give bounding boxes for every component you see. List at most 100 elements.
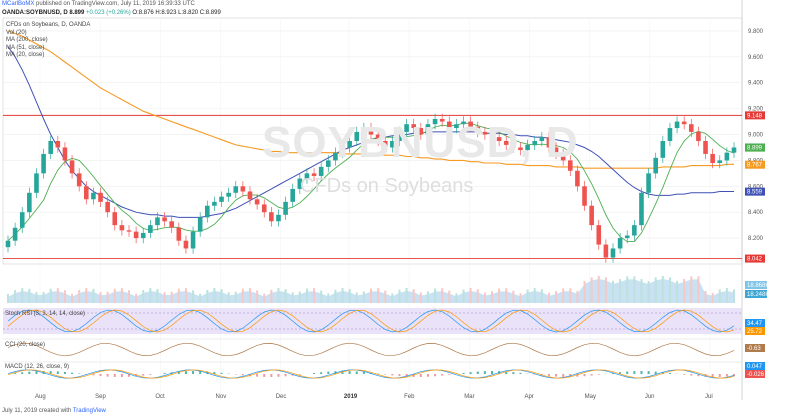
volume-bar [583, 281, 586, 303]
candle-body [660, 141, 666, 158]
stoch-band [3, 308, 742, 334]
macd-histogram-bar [633, 371, 636, 374]
volume-bar [405, 288, 408, 303]
volume-tag-label: 18.868K [747, 283, 769, 289]
price-tag [745, 187, 765, 196]
footer-created: created with [38, 408, 72, 414]
volume-bar [725, 288, 728, 303]
price-tag-label: 9.148 [747, 113, 763, 119]
price-tag [745, 111, 765, 120]
legend-item-ma20[interactable]: MA (20, close) [6, 52, 45, 59]
volume-bar [305, 288, 308, 303]
volume-bar [633, 276, 636, 303]
tradingview-logo[interactable]: TradingView [72, 408, 106, 414]
macd-histogram-bar [654, 371, 657, 374]
volume-bar [334, 289, 337, 303]
volume-bar [355, 292, 358, 303]
volume-bar [640, 278, 643, 303]
volume-bar [661, 276, 664, 303]
macd-histogram-bar [327, 371, 330, 374]
candle-body [688, 124, 694, 132]
publish-info: published on TradingView.com, July 11, 2… [36, 1, 195, 7]
candle-body [290, 188, 296, 202]
volume-bar [398, 289, 401, 303]
legend-item-ma51[interactable]: MA (51, close) [6, 44, 45, 51]
macd-histogram-bar [184, 371, 187, 374]
candle-body [41, 153, 46, 174]
candle-body [34, 173, 39, 193]
volume-bar [690, 276, 693, 303]
volume-tag [745, 290, 767, 298]
x-tick-label: May [585, 394, 596, 400]
y-tick-label: 9.400 [748, 81, 764, 87]
macd-histogram-bar [213, 372, 216, 374]
volume-bar [362, 291, 365, 303]
macd-histogram-bar [391, 374, 394, 376]
volume-bar [547, 292, 550, 303]
volume-bar [199, 293, 202, 303]
macd-histogram-bar [35, 371, 38, 374]
volume-bar [711, 292, 714, 303]
macd-histogram-bar [690, 374, 693, 376]
candle-body [76, 173, 82, 187]
y-tick-label: 9.600 [748, 55, 764, 61]
macd-histogram-bar [277, 374, 280, 377]
candle-body [567, 160, 573, 171]
volume-bar [555, 291, 558, 303]
candle-body [297, 178, 303, 189]
x-tick-label: 2019 [344, 394, 358, 400]
candle-body [212, 201, 217, 206]
macd-histogram-bar [14, 373, 17, 374]
macd-histogram-bar [576, 374, 579, 377]
candle-body [83, 186, 89, 200]
legend-item-ma200[interactable]: MA (200, close) [6, 37, 48, 44]
macd-histogram-bar [476, 371, 479, 374]
macd-histogram-bar [491, 371, 493, 374]
volume-bar [441, 288, 444, 303]
legend-item-volume[interactable]: Vol (20) [6, 29, 27, 36]
y-tick-label: 8.600 [748, 184, 764, 190]
volume-bar [128, 290, 130, 303]
candle-body [27, 192, 32, 213]
macd-histogram-bar [697, 374, 700, 377]
candle-body [112, 212, 118, 226]
candle-body [446, 121, 452, 129]
macd-histogram-bar [725, 374, 728, 377]
candle-body [468, 121, 473, 127]
candle-body [731, 147, 737, 153]
volume-bar [654, 277, 657, 303]
candle-body [119, 225, 125, 231]
volume-bar [327, 293, 330, 303]
volume-bar [120, 288, 123, 303]
cci-tag-label: -0.63 [747, 346, 761, 352]
candle-body [318, 166, 324, 176]
stoch-tag [745, 327, 765, 335]
indicator-legend: CFDs on Soybeans, D, OANDA Vol (20) MA (… [6, 22, 90, 60]
volume-bar [14, 290, 17, 303]
candle-body [546, 137, 552, 148]
volume-bar [184, 288, 187, 303]
volume-bar [604, 277, 607, 303]
author-link[interactable]: MCarlBoMX [2, 1, 35, 7]
candle-body [525, 144, 530, 151]
watermark-symbol: SOYBNUSD, D [262, 118, 579, 167]
volume-bar [92, 288, 95, 303]
candle-body [518, 147, 523, 151]
macd-histogram-bar [241, 374, 244, 376]
volume-bar [469, 288, 472, 303]
volume-bar [676, 280, 679, 303]
macd-histogram-bar [163, 373, 166, 374]
candle-body [603, 244, 609, 258]
volume-bar [170, 291, 173, 303]
x-tick-label: Nov [216, 394, 227, 400]
volume-bar [647, 280, 650, 303]
macd-histogram-bar [434, 374, 437, 377]
macd-histogram-bar [149, 374, 152, 375]
candle-body [155, 217, 160, 226]
volume-bar [256, 290, 259, 303]
candle-body [105, 201, 110, 213]
volume-bar [135, 293, 138, 303]
volume-area [8, 279, 734, 303]
volume-bar [163, 292, 166, 303]
